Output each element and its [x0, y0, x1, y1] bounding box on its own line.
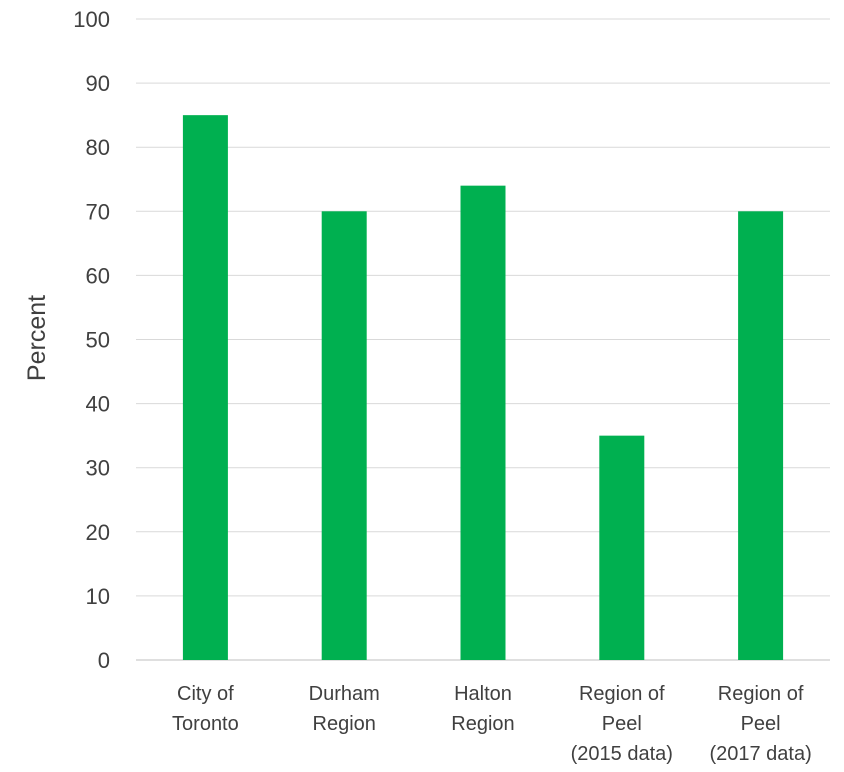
- x-category-label-line: Peel: [741, 713, 781, 735]
- y-tick-label: 80: [86, 135, 110, 160]
- y-tick-label: 90: [86, 71, 110, 96]
- y-tick-label: 10: [86, 584, 110, 609]
- x-category-label-line: Halton: [454, 683, 512, 705]
- x-category-label-line: Region of: [718, 683, 804, 705]
- x-category-label: Region of Peel (2015 data): [571, 683, 673, 765]
- x-category-label-line: Region: [451, 713, 514, 735]
- y-tick-label: 40: [86, 392, 110, 417]
- bar: [599, 435, 645, 660]
- y-tick-label: 20: [86, 520, 110, 545]
- x-category-label-line: Durham: [309, 683, 380, 705]
- y-axis-title: Percent: [23, 295, 51, 381]
- bar: [321, 211, 367, 661]
- x-category-label-line: (2015 data): [571, 743, 673, 765]
- x-category-label-line: City of: [177, 683, 234, 705]
- x-axis-categories: City of Toronto Durham Region Halton Region Re…: [172, 683, 812, 765]
- y-tick-label: 50: [86, 328, 110, 353]
- y-tick-label: 30: [86, 456, 110, 481]
- x-category-label-line: Region of: [579, 683, 665, 705]
- x-category-label-line: Region: [313, 713, 376, 735]
- x-category-label: City of Toronto: [172, 683, 239, 735]
- y-axis-ticks: 0 10 20 30 40 50 60 70 80 90 100: [73, 7, 110, 673]
- x-category-label-line: Toronto: [172, 713, 239, 735]
- bar: [182, 115, 228, 660]
- x-category-label: Halton Region: [451, 683, 514, 735]
- x-category-label-line: Peel: [602, 713, 642, 735]
- y-tick-label: 100: [73, 7, 110, 32]
- y-tick-label: 70: [86, 199, 110, 224]
- x-category-label: Durham Region: [309, 683, 380, 735]
- y-tick-label: 0: [98, 648, 110, 673]
- bar: [738, 211, 784, 661]
- y-tick-label: 60: [86, 263, 110, 288]
- bars: [182, 115, 784, 661]
- bar: [460, 185, 506, 660]
- x-category-label: Region of Peel (2017 data): [709, 683, 811, 765]
- x-category-label-line: (2017 data): [709, 743, 811, 765]
